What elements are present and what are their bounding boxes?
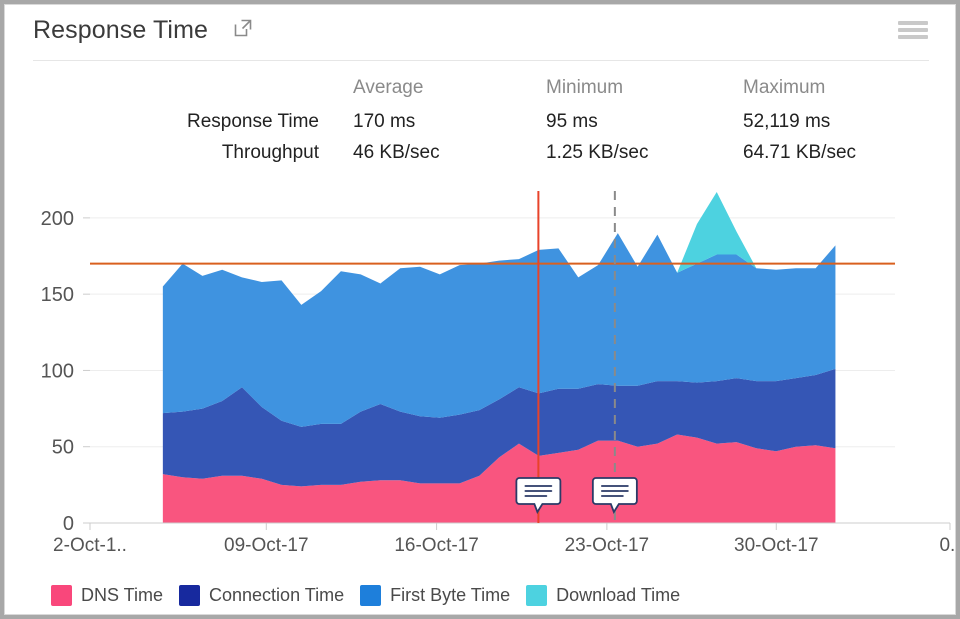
card-header: Response Time <box>5 5 955 61</box>
legend-label: Download Time <box>556 584 681 605</box>
y-axis-tick-label: 0 <box>63 513 74 535</box>
stats-header-row: Average Minimum Maximum <box>5 77 955 109</box>
menu-bar-2 <box>898 28 928 32</box>
stats-col-maximum: Maximum <box>743 77 826 98</box>
series-area-first-byte-time <box>162 233 836 427</box>
series-area-dns-time <box>162 434 836 523</box>
stats-col-average: Average <box>353 77 424 98</box>
legend-label: DNS Time <box>81 584 164 605</box>
stats-response-time-average: 170 ms <box>353 111 416 132</box>
annotation-marker-1[interactable] <box>515 477 562 515</box>
stats-throughput-maximum: 64.71 KB/sec <box>743 142 857 163</box>
x-axis-tick-label: 0.. <box>939 535 956 553</box>
y-axis-tick-label: 150 <box>41 284 74 306</box>
response-time-area-chart[interactable]: 0 50 100 150 200 2-Oct-1.. 09-Oct-17 16-Oct-17… <box>5 183 956 553</box>
stats-row-response-time: Response Time 170 ms 95 ms 52,119 ms <box>5 111 955 143</box>
chart-annotation-markers[interactable] <box>515 191 638 523</box>
legend-item-connection-time[interactable]: Connection Time <box>179 584 345 606</box>
legend-label: Connection Time <box>209 584 345 605</box>
header-divider <box>33 60 929 61</box>
series-area-download-time <box>162 191 836 305</box>
y-axis-tick-label: 100 <box>41 360 74 382</box>
y-axis-tick-label: 200 <box>41 208 74 230</box>
chart-canvas[interactable]: 0 50 100 150 200 2-Oct-1.. 09-Oct-17 16-Oct-17… <box>5 183 956 553</box>
x-axis-tick-label: 16-Oct-17 <box>394 535 478 553</box>
stats-throughput-minimum: 1.25 KB/sec <box>546 142 649 163</box>
stats-response-time-minimum: 95 ms <box>546 111 598 132</box>
annotation-marker-2[interactable] <box>591 477 638 515</box>
legend-swatch-icon <box>51 584 72 606</box>
legend-swatch-icon <box>179 584 201 606</box>
y-axis-tick-label: 50 <box>52 437 74 459</box>
page-title: Response Time <box>33 16 208 44</box>
legend-item-dns-time[interactable]: DNS Time <box>51 584 164 606</box>
stats-row-label: Response Time <box>186 111 319 132</box>
legend-item-download-time[interactable]: Download Time <box>526 584 681 606</box>
menu-bar-3 <box>898 35 928 39</box>
x-axis-tick-label: 09-Oct-17 <box>224 535 308 553</box>
legend-swatch-icon <box>360 584 382 606</box>
chart-legend: DNS Time Connection Time First Byte Time… <box>51 580 696 610</box>
chart-x-axis-labels: 2-Oct-1.. 09-Oct-17 16-Oct-17 23-Oct-17 30-O… <box>53 523 956 553</box>
stats-response-time-maximum: 52,119 ms <box>743 111 831 132</box>
legend-item-first-byte-time[interactable]: First Byte Time <box>360 584 511 606</box>
series-area-connection-time <box>162 368 836 487</box>
legend-label: First Byte Time <box>390 584 511 605</box>
stats-throughput-average: 46 KB/sec <box>353 142 440 163</box>
external-link-icon[interactable] <box>234 19 252 37</box>
legend-swatch-icon <box>526 584 548 606</box>
stats-row-throughput: Throughput 46 KB/sec 1.25 KB/sec 64.71 K… <box>5 142 955 174</box>
x-axis-tick-label: 2-Oct-1.. <box>53 535 127 553</box>
x-axis-tick-label: 30-Oct-17 <box>734 535 818 553</box>
stats-row-label: Throughput <box>221 142 319 163</box>
chart-y-axis-labels: 0 50 100 150 200 <box>41 208 90 535</box>
response-time-card: Response Time Average Minimum Maximum Re… <box>4 4 956 615</box>
hamburger-menu-icon[interactable] <box>898 19 928 41</box>
chart-series-areas <box>162 191 836 523</box>
menu-bar-1 <box>898 21 928 25</box>
x-axis-tick-label: 23-Oct-17 <box>565 535 649 553</box>
stats-col-minimum: Minimum <box>546 77 624 98</box>
